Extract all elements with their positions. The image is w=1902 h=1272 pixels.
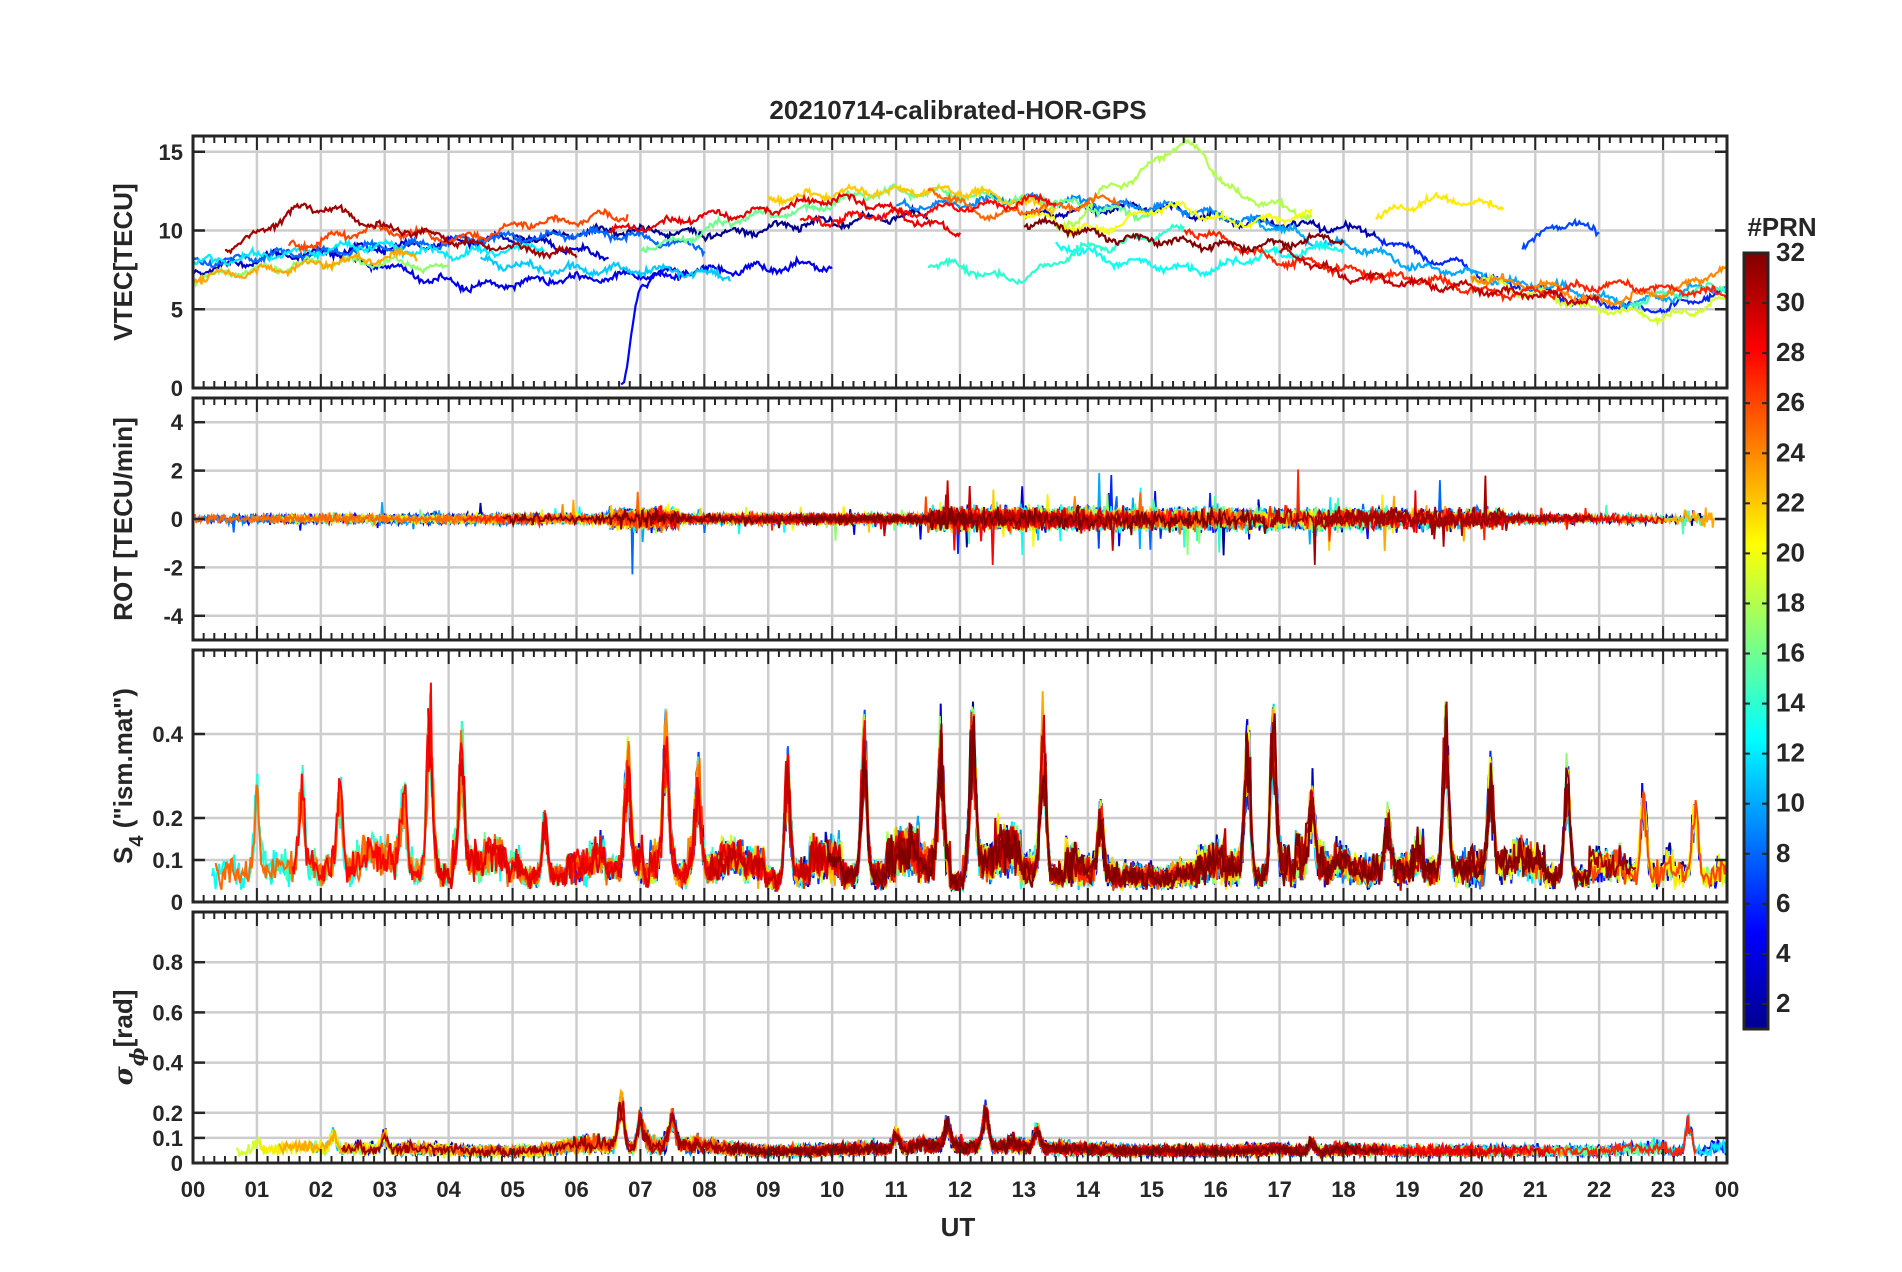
colorbar-tick-label: 30 [1776, 287, 1805, 317]
colorbar-tick-label: 8 [1776, 838, 1790, 868]
x-tick-label: 02 [309, 1177, 333, 1202]
x-tick-label: 09 [756, 1177, 780, 1202]
x-tick-label: 00 [1715, 1177, 1739, 1202]
colorbar-tick-label: 14 [1776, 688, 1805, 718]
x-tick-label: 15 [1140, 1177, 1164, 1202]
figure: 20210714-calibrated-HOR-GPS 051015 VTEC[… [0, 0, 1902, 1272]
colorbar-tick-label: 32 [1776, 237, 1805, 267]
x-tick-label: 00 [181, 1177, 205, 1202]
y-tick-label: -2 [163, 555, 183, 580]
x-tick-label: 21 [1523, 1177, 1547, 1202]
colorbar-tick-label: 16 [1776, 638, 1805, 668]
vtec-series-prn-14 [928, 225, 1184, 283]
s4-y-tick-labels: 0 0.1 0.2 0.4 [152, 722, 183, 915]
x-tick-label: 07 [628, 1177, 652, 1202]
vtec-grid [193, 136, 1727, 388]
y-tick-label: 0 [171, 890, 183, 915]
x-tick-label: 23 [1651, 1177, 1675, 1202]
panel-sigma-phi: 00.10.2 0.4 0.6 0.8 σϕ[rad] [108, 912, 1727, 1176]
x-tick-label: 17 [1267, 1177, 1291, 1202]
sigma-grid [193, 912, 1727, 1163]
panel-vtec: 0 5 10 15 VTEC[TECU] [108, 136, 1727, 401]
colorbar-tick-label: 12 [1776, 738, 1805, 768]
y-tick-label: 0.1 [152, 1126, 183, 1151]
y-tick-label: 4 [171, 410, 184, 435]
x-tick-label: 10 [820, 1177, 844, 1202]
x-tick-label: 03 [373, 1177, 397, 1202]
y-tick-label: 0 [171, 507, 183, 532]
sigma-label-rest: [rad] [108, 990, 138, 1048]
y-tick-label: 0.6 [152, 1000, 183, 1025]
sigma-label-main: σ [109, 1065, 139, 1085]
colorbar-tick-label: 20 [1776, 537, 1805, 567]
y-tick-label: 0.2 [152, 806, 183, 831]
y-tick-label: 10 [159, 219, 183, 244]
vtec-series-prn-5 [621, 271, 679, 385]
y-tick-label: 0 [171, 1151, 183, 1176]
colorbar-tick-label: 4 [1776, 938, 1791, 968]
x-tick-label: 22 [1587, 1177, 1611, 1202]
y-tick-label: 0.1 [152, 848, 183, 873]
sigma-y-tick-labels: 00.10.2 0.4 0.6 0.8 [152, 950, 183, 1176]
x-tick-label: 05 [500, 1177, 524, 1202]
x-tick-labels: 00 01 02 03 04 05 06 07 08 09 10 11 12 13 14 15 16 17 18 19… [181, 1177, 1739, 1202]
s4-y-axis-label: S4 ("ism.mat") [108, 688, 148, 864]
panel-rot: -4 -2 0 2 4 ROT [TECU/min] [108, 398, 1727, 640]
colorbar-tick-label: 22 [1776, 487, 1805, 517]
s4-label-rest: ("ism.mat") [108, 688, 138, 835]
x-tick-label: 13 [1012, 1177, 1036, 1202]
colorbar-tick-label: 6 [1776, 888, 1790, 918]
y-tick-label: 0.4 [152, 722, 183, 747]
y-tick-label: 2 [171, 459, 183, 484]
sigma-y-axis-label: σϕ[rad] [108, 990, 149, 1086]
x-tick-label: 01 [245, 1177, 269, 1202]
colorbar-tick-label: 24 [1776, 437, 1805, 467]
colorbar-tick-label: 28 [1776, 337, 1805, 367]
vtec-y-axis-label: VTEC[TECU] [108, 183, 138, 340]
sigma-label-subscript: ϕ [125, 1047, 149, 1066]
colorbar-tick-label: 10 [1776, 788, 1805, 818]
x-tick-label: 06 [564, 1177, 588, 1202]
colorbar-tick-label: 26 [1776, 387, 1805, 417]
colorbar-tick-label: 2 [1776, 988, 1790, 1018]
x-tick-label: 20 [1459, 1177, 1483, 1202]
y-tick-label: 5 [171, 297, 183, 322]
x-tick-label: 19 [1395, 1177, 1419, 1202]
y-tick-label: 0 [171, 376, 183, 401]
x-tick-label: 14 [1076, 1177, 1101, 1202]
x-tick-label: 04 [436, 1177, 461, 1202]
x-axis-label: UT [941, 1212, 976, 1242]
rot-y-tick-labels: -4 -2 0 2 4 [163, 410, 183, 629]
y-tick-label: 0.8 [152, 950, 183, 975]
x-tick-label: 11 [884, 1177, 907, 1202]
x-tick-label: 16 [1203, 1177, 1227, 1202]
x-tick-label: 18 [1331, 1177, 1355, 1202]
x-tick-label: 12 [948, 1177, 972, 1202]
panel-s4: 0 0.1 0.2 0.4 S4 ("ism.mat") [108, 650, 1727, 915]
rot-y-axis-label: ROT [TECU/min] [108, 417, 138, 621]
colorbar-gradient [1744, 253, 1768, 1029]
sigma-plot-area [236, 1091, 1727, 1157]
vtec-series-prn-21 [1376, 193, 1504, 218]
chart-title: 20210714-calibrated-HOR-GPS [769, 95, 1146, 125]
vtec-y-tick-labels: 0 5 10 15 [159, 140, 183, 401]
x-tick-label: 08 [692, 1177, 716, 1202]
vtec-series-prn-27 [1184, 230, 1727, 300]
rot-plot-area [195, 470, 1714, 575]
y-tick-label: 15 [159, 140, 183, 165]
y-tick-label: 0.2 [152, 1101, 183, 1126]
y-tick-label: -4 [163, 604, 183, 629]
s4-label-main: S [108, 847, 138, 864]
colorbar-tick-label: 18 [1776, 587, 1805, 617]
y-tick-label: 0.4 [152, 1051, 183, 1076]
rot-series-prn-27 [1203, 470, 1648, 542]
